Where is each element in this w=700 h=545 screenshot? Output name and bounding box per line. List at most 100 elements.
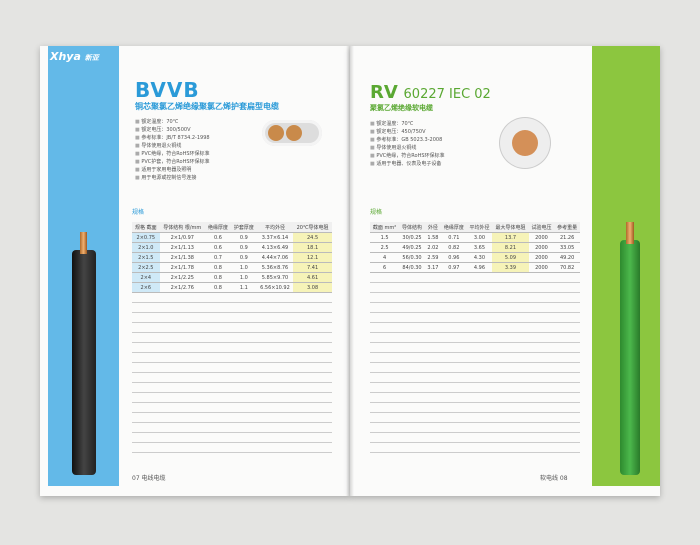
feature: 额定电压：450/750V <box>370 128 445 136</box>
row: 2×1.0 2×1/1.13 0.6 0.9 4.13×6.49 18.1 <box>132 242 332 253</box>
blank-row <box>132 393 332 403</box>
cell: 2×1.0 <box>132 242 160 253</box>
feature-list: 额定温度：70℃额定电压：450/750V参考标准：GB 5023.3-2008… <box>370 120 445 168</box>
blank-row <box>132 433 332 443</box>
blank-row <box>132 323 332 333</box>
blank-row <box>370 273 580 283</box>
cell: 2×1/0.97 <box>159 232 205 243</box>
cell: 2×2.5 <box>132 262 160 273</box>
footer: 软电线 08 <box>540 475 568 482</box>
subtitle: 聚氯乙烯绝缘软电缆 <box>370 104 433 112</box>
blank-row <box>132 363 332 373</box>
blank-row <box>370 393 580 403</box>
cell: 0.8 <box>204 262 231 273</box>
blank-row <box>370 363 580 373</box>
green-cable <box>620 240 640 475</box>
row: 6 84/0.30 3.17 0.97 4.96 3.39 2000 70.82 <box>370 262 580 273</box>
feature: 额定温度：70℃ <box>135 118 210 126</box>
blank-row <box>132 383 332 393</box>
cell: 2×0.75 <box>132 232 160 243</box>
row: 2×6 2×1/2.76 0.8 1.1 6.56×10.92 3.08 <box>132 282 332 293</box>
feature: 适用于家用电器及照明 <box>135 166 210 174</box>
cell: 3.37×6.14 <box>256 232 294 243</box>
cell: 6.56×10.92 <box>256 282 294 293</box>
cell: 0.8 <box>204 282 231 293</box>
feature: PVC绝缘，符合RoHS环保标准 <box>135 150 210 158</box>
cell: 4.30 <box>466 252 493 263</box>
cell: 18.1 <box>293 242 332 253</box>
blank-row <box>370 293 580 303</box>
cell: 2000 <box>528 232 555 243</box>
cell: 3.08 <box>293 282 332 293</box>
cell: 1.0 <box>230 262 257 273</box>
cell: 21.26 <box>554 232 580 243</box>
feature: 额定温度：70℃ <box>370 120 445 128</box>
footer: 07 电线电缆 <box>132 475 166 482</box>
blank-row <box>132 443 332 453</box>
cell: 0.6 <box>204 242 231 253</box>
header-cell: 导体结构 <box>399 222 425 233</box>
header-row: 截面 mm² 导体结构 外径 绝缘厚度 平均外径 最大导体电阻 试验电压 参考重量 <box>370 222 580 233</box>
cell: 2.59 <box>424 252 442 263</box>
cell: 3.00 <box>466 232 493 243</box>
cell: 0.9 <box>230 232 257 243</box>
header-cell: 护套厚度 <box>230 222 257 233</box>
black-cable <box>72 250 96 475</box>
cell: 2×1/2.25 <box>159 272 205 283</box>
header-cell: 绝缘厚度 <box>204 222 231 233</box>
header-cell: 规格 截面 <box>132 222 160 233</box>
spine-shadow <box>346 46 354 496</box>
feature: 导体使用退火铜线 <box>135 142 210 150</box>
cell: 2×4 <box>132 272 160 283</box>
row: 2.5 49/0.25 2.02 0.82 3.65 8.21 2000 33.05 <box>370 242 580 253</box>
header-cell: 20℃导体电阻 <box>293 222 332 233</box>
right-table: 截面 mm² 导体结构 外径 绝缘厚度 平均外径 最大导体电阻 试验电压 参考重量 1.5 30/… <box>370 222 580 453</box>
title: RV 60227 IEC 02 <box>370 82 491 103</box>
cell: 0.71 <box>441 232 467 243</box>
header-cell: 外径 <box>424 222 442 233</box>
cell: 70.82 <box>554 262 580 273</box>
cell: 2.5 <box>370 242 400 253</box>
table-label: 规格 <box>132 209 145 216</box>
cell: 1.1 <box>230 282 257 293</box>
blank-row <box>370 283 580 293</box>
blank-row <box>132 313 332 323</box>
copper-core <box>626 222 634 244</box>
cable-section <box>500 118 550 168</box>
blank-row <box>132 353 332 363</box>
blank-row <box>370 373 580 383</box>
copper-core <box>80 232 87 254</box>
blank-row <box>132 413 332 423</box>
spec-table: 截面 mm² 导体结构 外径 绝缘厚度 平均外径 最大导体电阻 试验电压 参考重量 1.5 30/… <box>370 222 580 273</box>
cell: 2×6 <box>132 282 160 293</box>
cell: 2×1/1.13 <box>159 242 205 253</box>
cell: 8.21 <box>492 242 529 253</box>
cell: 3.17 <box>424 262 442 273</box>
cell: 5.85×9.70 <box>256 272 294 283</box>
blank-row <box>370 333 580 343</box>
row: 2×4 2×1/2.25 0.8 1.0 5.85×9.70 4.61 <box>132 272 332 283</box>
header-cell: 绝缘厚度 <box>441 222 467 233</box>
header-cell: 导体结构 根/mm <box>159 222 205 233</box>
feature: 参考标准：GB 5023.3-2008 <box>370 136 445 144</box>
strip-edge <box>118 46 119 486</box>
cell: 0.97 <box>441 262 467 273</box>
blank-row <box>370 413 580 423</box>
cell: 6 <box>370 262 400 273</box>
cell: 0.96 <box>441 252 467 263</box>
title: BVVB <box>135 78 200 102</box>
row: 2×2.5 2×1/1.78 0.8 1.0 5.36×8.76 7.41 <box>132 262 332 273</box>
feature: 额定电压：300/500V <box>135 126 210 134</box>
cell: 33.05 <box>554 242 580 253</box>
cell: 12.1 <box>293 252 332 263</box>
blank-row <box>132 343 332 353</box>
feature: 参考标准：JB/T 8734.2-1998 <box>135 134 209 142</box>
header-cell: 参考重量 <box>554 222 580 233</box>
cell: 1.0 <box>230 272 257 283</box>
cell: 5.36×8.76 <box>256 262 294 273</box>
cell: 49/0.25 <box>399 242 425 253</box>
cell: 2×1/1.78 <box>159 262 205 273</box>
blank-row <box>370 403 580 413</box>
cell: 7.41 <box>293 262 332 273</box>
